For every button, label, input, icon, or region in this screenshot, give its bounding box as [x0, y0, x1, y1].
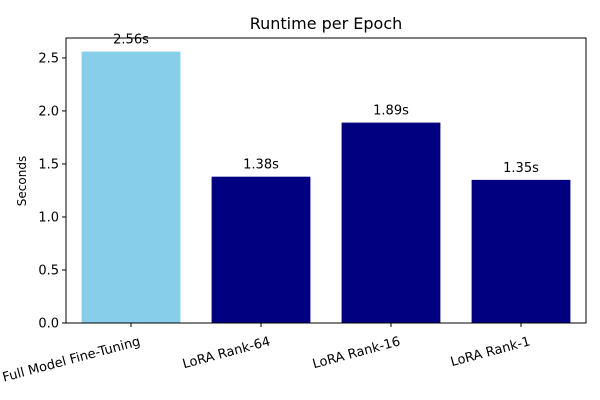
bar-1	[81, 51, 181, 323]
y-tick-label-5: 2.0	[38, 104, 59, 119]
x-tick-label-1: Full Model Fine-Tuning	[1, 334, 142, 385]
y-tick-label-4: 1.5	[38, 157, 59, 172]
data-label-4: 1.35s	[503, 161, 539, 176]
x-tick-label-2: LoRA Rank-64	[181, 334, 272, 372]
data-label-3: 1.89s	[373, 104, 409, 119]
bars-group	[81, 51, 571, 323]
y-tick-label-6: 2.5	[38, 51, 59, 66]
bar-3	[341, 122, 441, 323]
y-tick-label-2: 0.5	[38, 263, 59, 278]
y-axis: 0.0 0.5 1.0 1.5 2.0 2.5	[38, 51, 66, 332]
x-tick-label-4: LoRA Rank-1	[449, 334, 532, 370]
data-label-1: 2.56s	[113, 33, 149, 48]
x-tick-label-3: LoRA Rank-16	[311, 334, 402, 372]
bar-2	[211, 176, 311, 323]
y-axis-label: Seconds	[15, 156, 29, 206]
y-tick-label-1: 0.0	[38, 317, 59, 332]
data-labels-group: 2.56s 1.38s 1.89s 1.35s	[113, 33, 539, 176]
bar-4	[471, 179, 571, 323]
chart-title: Runtime per Epoch	[250, 14, 403, 33]
plot-frame	[65, 37, 587, 324]
data-label-2: 1.38s	[243, 158, 279, 173]
x-axis: Full Model Fine-Tuning LoRA Rank-64 LoRA R…	[1, 323, 532, 386]
y-tick-label-3: 1.0	[38, 210, 59, 225]
